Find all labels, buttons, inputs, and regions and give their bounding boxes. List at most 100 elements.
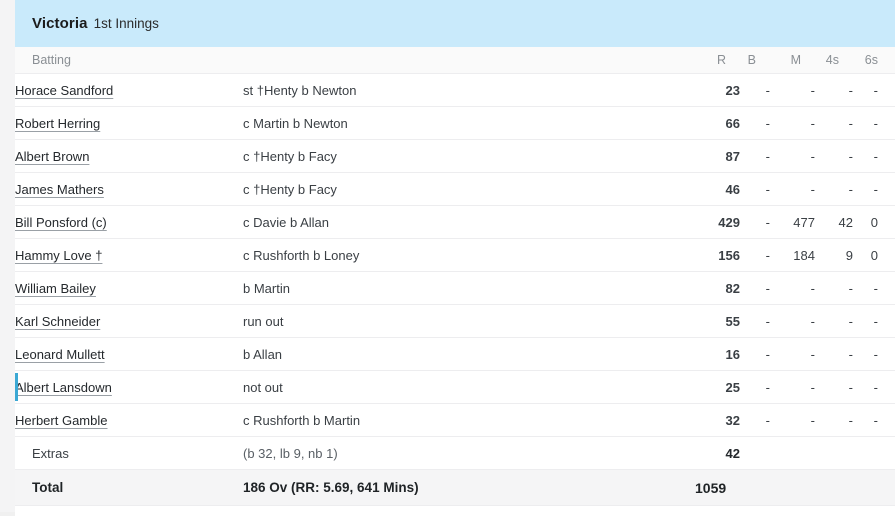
column-header-minutes: M xyxy=(770,47,815,74)
batting-table: Batting R B M 4s 6s Horace Sandford st †H… xyxy=(15,47,895,506)
innings-number-label: 1st Innings xyxy=(93,16,159,31)
batsman-minutes: - xyxy=(770,337,815,371)
batsman-sixes: 0 xyxy=(853,238,895,272)
batsman-name-cell: Albert Brown xyxy=(15,139,243,173)
batsman-runs: 16 xyxy=(695,337,740,371)
batsman-fours: - xyxy=(815,370,853,404)
batsman-balls: - xyxy=(740,370,770,404)
innings-team-name: Victoria xyxy=(32,15,88,32)
batsman-sixes: - xyxy=(853,403,895,437)
extras-label: Extras xyxy=(15,436,243,470)
batsman-balls: - xyxy=(740,337,770,371)
total-sixes xyxy=(853,469,895,506)
batsman-fours: - xyxy=(815,271,853,305)
total-balls xyxy=(740,469,770,506)
batsman-fours: - xyxy=(815,172,853,206)
total-row: Total 186 Ov (RR: 5.69, 641 Mins) 1059 xyxy=(15,469,895,506)
table-row: Bill Ponsford (c) c Davie b Allan 429-477 4… xyxy=(15,205,895,239)
batsman-name-link[interactable]: Horace Sandford xyxy=(15,82,114,98)
extras-minutes xyxy=(770,436,815,470)
table-row: Hammy Love † c Rushforth b Loney 156-184 9 0 xyxy=(15,238,895,272)
batsman-balls: - xyxy=(740,139,770,173)
batsman-balls: - xyxy=(740,205,770,239)
batsman-name-link[interactable]: Hammy Love † xyxy=(15,247,103,263)
total-runs: 1059 xyxy=(695,469,740,506)
batsman-minutes: - xyxy=(770,370,815,404)
dismissal-text: c Rushforth b Loney xyxy=(243,238,695,272)
column-header-runs: R xyxy=(695,47,740,74)
batsman-balls: - xyxy=(740,238,770,272)
batsman-runs: 66 xyxy=(695,106,740,140)
batsman-sixes: - xyxy=(853,370,895,404)
batsman-name-link[interactable]: Albert Lansdown xyxy=(15,379,112,395)
batsman-name-cell: Albert Lansdown xyxy=(15,370,243,404)
dismissal-text: c Martin b Newton xyxy=(243,106,695,140)
extras-detail: (b 32, lb 9, nb 1) xyxy=(243,436,695,470)
table-row: Albert Brown c †Henty b Facy 87- - - - xyxy=(15,139,895,173)
total-fours xyxy=(815,469,853,506)
batsman-name-link[interactable]: William Bailey xyxy=(15,280,96,296)
batsman-name-link[interactable]: Robert Herring xyxy=(15,115,101,131)
batsman-balls: - xyxy=(740,73,770,107)
batsman-name-link[interactable]: Karl Schneider xyxy=(15,313,101,329)
batsman-minutes: - xyxy=(770,403,815,437)
batsman-name-cell: Leonard Mullett xyxy=(15,337,243,371)
batsman-fours: - xyxy=(815,73,853,107)
batsman-sixes: - xyxy=(853,139,895,173)
batsman-fours: - xyxy=(815,403,853,437)
batsman-name-cell: Robert Herring xyxy=(15,106,243,140)
batsman-balls: - xyxy=(740,271,770,305)
column-header-sixes: 6s xyxy=(853,47,895,74)
batsman-sixes: - xyxy=(853,172,895,206)
dismissal-text: c Davie b Allan xyxy=(243,205,695,239)
batsman-name-cell: Horace Sandford xyxy=(15,73,243,107)
batsman-name-link[interactable]: Albert Brown xyxy=(15,148,90,164)
batsman-name-cell: Bill Ponsford (c) xyxy=(15,205,243,239)
batsman-runs: 46 xyxy=(695,172,740,206)
batsman-runs: 429 xyxy=(695,205,740,239)
column-header-balls: B xyxy=(740,47,770,74)
batting-table-body: Horace Sandford st †Henty b Newton 23- - - - R… xyxy=(15,73,895,506)
batsman-name-link[interactable]: Leonard Mullett xyxy=(15,346,105,362)
dismissal-text: c Rushforth b Martin xyxy=(243,403,695,437)
batsman-runs: 25 xyxy=(695,370,740,404)
batsman-name-cell: Hammy Love † xyxy=(15,238,243,272)
table-row: Leonard Mullett b Allan 16- - - - xyxy=(15,337,895,371)
batsman-minutes: 184 xyxy=(770,238,815,272)
batsman-runs: 87 xyxy=(695,139,740,173)
column-header-row: Batting R B M 4s 6s xyxy=(15,47,895,74)
batsman-name-link[interactable]: Herbert Gamble xyxy=(15,412,108,428)
batsman-name-cell: William Bailey xyxy=(15,271,243,305)
batsman-sixes: - xyxy=(853,106,895,140)
table-row: Horace Sandford st †Henty b Newton 23- - - - xyxy=(15,73,895,107)
innings-header: Victoria 1st Innings xyxy=(15,0,895,47)
total-detail: 186 Ov (RR: 5.69, 641 Mins) xyxy=(243,469,695,506)
batsman-runs: 23 xyxy=(695,73,740,107)
dismissal-text: run out xyxy=(243,304,695,338)
total-minutes xyxy=(770,469,815,506)
batsman-minutes: - xyxy=(770,73,815,107)
innings-scorecard: Victoria 1st Innings Batting R B M xyxy=(15,0,895,516)
batsman-name-cell: Herbert Gamble xyxy=(15,403,243,437)
extras-fours xyxy=(815,436,853,470)
batsman-sixes: - xyxy=(853,73,895,107)
batsman-runs: 32 xyxy=(695,403,740,437)
batsman-fours: - xyxy=(815,106,853,140)
batsman-runs: 55 xyxy=(695,304,740,338)
extras-row: Extras (b 32, lb 9, nb 1) 42 xyxy=(15,436,895,470)
table-row: Herbert Gamble c Rushforth b Martin 32- - - - xyxy=(15,403,895,437)
table-row: Karl Schneider run out 55- - - - xyxy=(15,304,895,338)
batsman-minutes: - xyxy=(770,106,815,140)
table-row: Robert Herring c Martin b Newton 66- - - - xyxy=(15,106,895,140)
batsman-minutes: - xyxy=(770,271,815,305)
batsman-name-link[interactable]: James Mathers xyxy=(15,181,104,197)
batsman-minutes: - xyxy=(770,304,815,338)
batsman-name-link[interactable]: Bill Ponsford (c) xyxy=(15,214,107,230)
batsman-runs: 82 xyxy=(695,271,740,305)
batsman-minutes: 477 xyxy=(770,205,815,239)
table-row: William Bailey b Martin 82- - - - xyxy=(15,271,895,305)
batsman-sixes: - xyxy=(853,271,895,305)
batsman-runs: 156 xyxy=(695,238,740,272)
table-row: James Mathers c †Henty b Facy 46- - - - xyxy=(15,172,895,206)
